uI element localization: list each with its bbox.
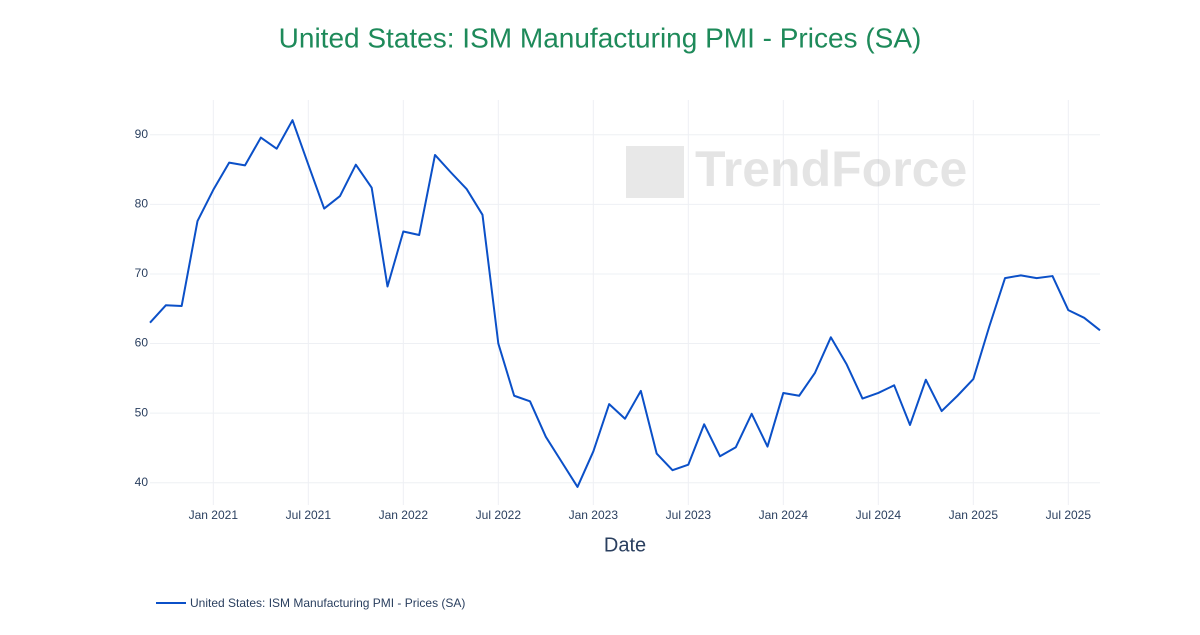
x-tick-label: Jan 2024 [759, 508, 809, 522]
y-tick-label: 80 [135, 197, 149, 211]
y-tick-label: 70 [135, 266, 149, 280]
x-axis-label: Date [604, 534, 646, 556]
y-tick-label: 50 [135, 405, 149, 419]
y-tick-label: 90 [135, 127, 149, 141]
x-tick-label: Jul 2024 [856, 508, 902, 522]
x-tick-label: Jul 2025 [1046, 508, 1092, 522]
x-tick-label: Jan 2023 [569, 508, 619, 522]
legend-label: United States: ISM Manufacturing PMI - P… [190, 596, 465, 610]
chart-title: United States: ISM Manufacturing PMI - P… [279, 22, 922, 53]
logo-icon [626, 146, 684, 198]
x-tick-label: Jul 2021 [286, 508, 332, 522]
x-tick-label: Jul 2022 [476, 508, 522, 522]
x-tick-label: Jul 2023 [666, 508, 712, 522]
x-tick-label: Jan 2021 [189, 508, 239, 522]
y-tick-label: 60 [135, 336, 149, 350]
grid [150, 100, 1100, 505]
x-tick-label: Jan 2022 [379, 508, 429, 522]
y-tick-label: 40 [135, 475, 149, 489]
x-tick-label: Jan 2025 [949, 508, 999, 522]
watermark: TrendForce [695, 141, 967, 197]
data-line [149, 119, 1101, 488]
watermark-logo [626, 146, 684, 198]
